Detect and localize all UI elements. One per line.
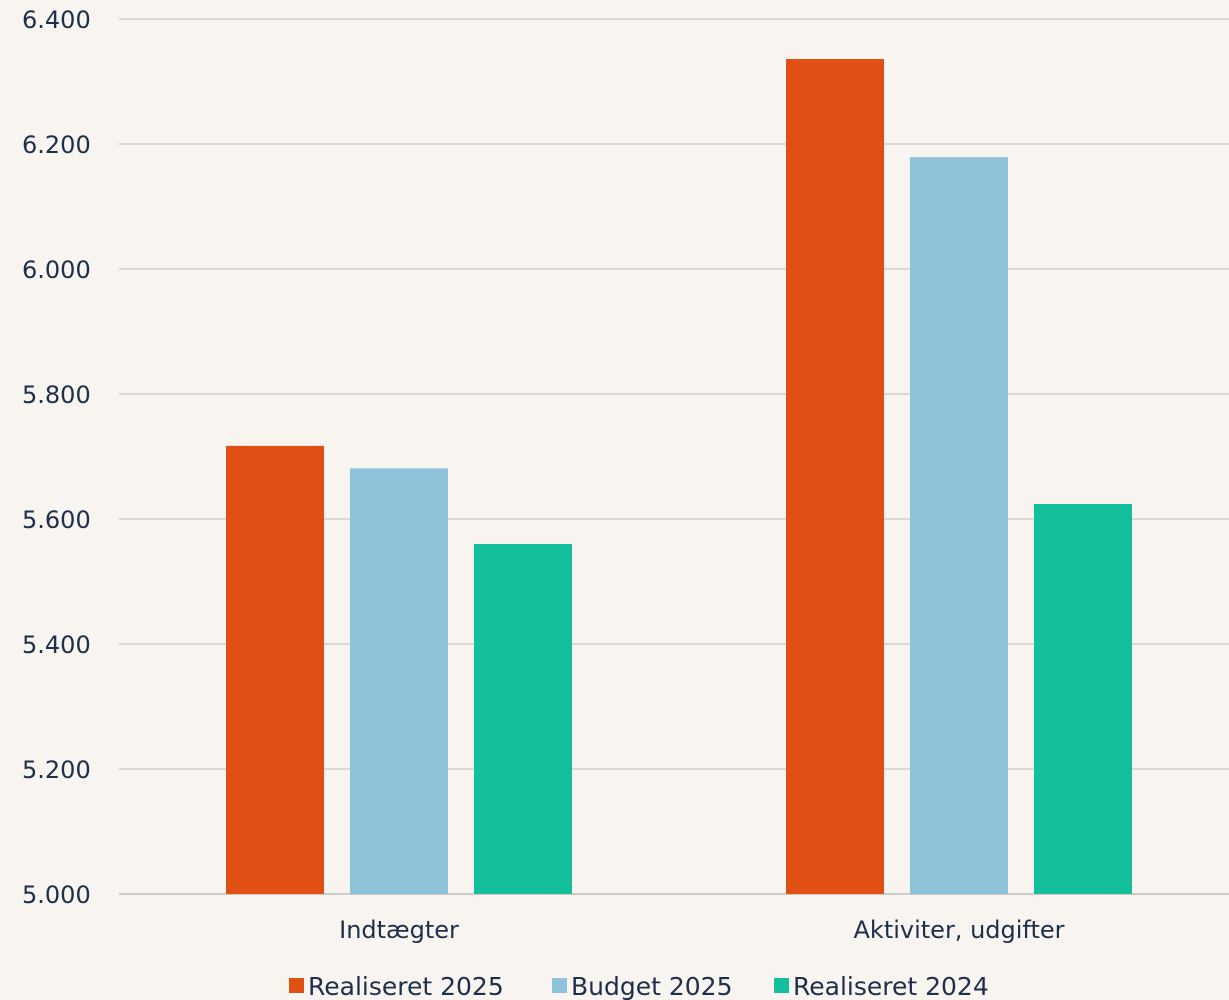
y-tick-label: 5.000 xyxy=(22,881,91,909)
legend-label: Budget 2025 xyxy=(571,972,733,1000)
bar-realiseret-2024 xyxy=(474,544,572,894)
bar-realiseret-2025 xyxy=(226,445,324,894)
bar-budget-2025 xyxy=(910,157,1008,894)
legend-item: Budget 2025 xyxy=(552,972,733,1000)
y-tick-label: 6.000 xyxy=(22,256,91,284)
legend-item: Realiseret 2024 xyxy=(774,972,989,1000)
legend-swatch xyxy=(774,978,789,993)
y-axis-tick-labels: 5.000 5.200 5.400 5.600 5.800 6.000 6.200 6.400 xyxy=(22,6,91,909)
y-tick-label: 6.200 xyxy=(22,131,91,159)
y-tick-label: 5.400 xyxy=(22,631,91,659)
legend-swatch xyxy=(289,978,304,993)
legend-item: Realiseret 2025 xyxy=(289,972,504,1000)
bar-realiseret-2024 xyxy=(1034,504,1132,894)
y-tick-label: 5.600 xyxy=(22,506,91,534)
category-label: Indtægter xyxy=(339,916,459,944)
x-axis: Indtægter Aktiviter, udgifter xyxy=(339,916,1065,944)
legend-swatch xyxy=(552,978,567,993)
bar-realiseret-2025 xyxy=(786,59,884,894)
y-tick-label: 5.800 xyxy=(22,381,91,409)
legend-label: Realiseret 2025 xyxy=(308,972,504,1000)
bars xyxy=(226,59,1132,894)
y-tick-label: 6.400 xyxy=(22,6,91,34)
y-tick-label: 5.200 xyxy=(22,756,91,784)
legend: Realiseret 2025 Budget 2025 Realiseret 202… xyxy=(289,972,989,1000)
legend-label: Realiseret 2024 xyxy=(793,972,989,1000)
bar-budget-2025 xyxy=(350,468,448,894)
category-label: Aktiviter, udgifter xyxy=(854,916,1065,944)
bar-group xyxy=(786,59,1132,894)
bar-group xyxy=(226,445,572,894)
